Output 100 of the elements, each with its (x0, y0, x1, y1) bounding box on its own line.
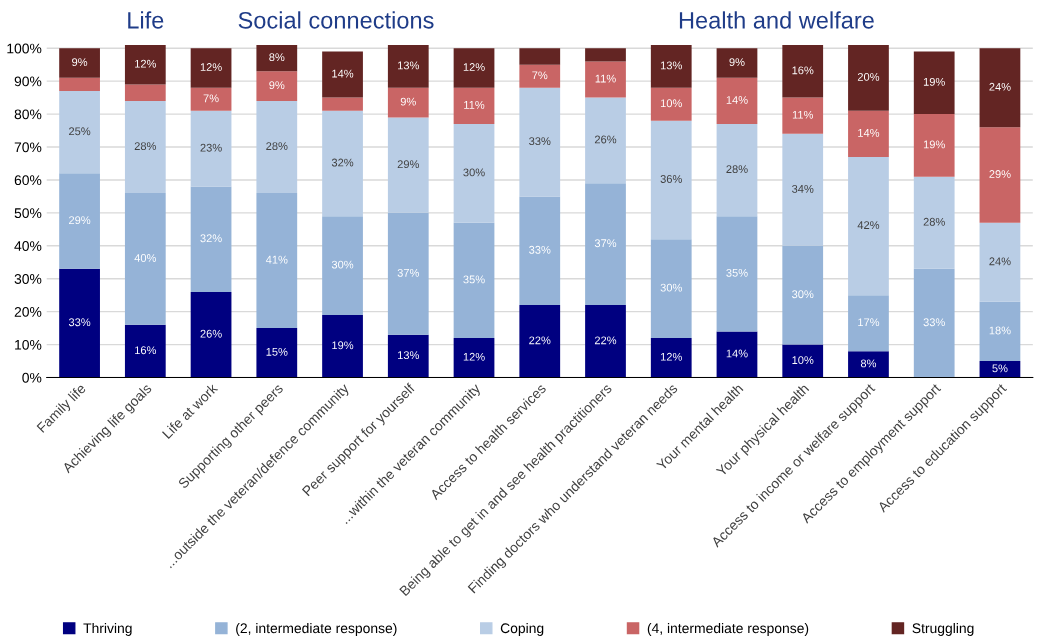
bar (256, 100, 298, 194)
data-label: 7% (532, 71, 548, 80)
data-label: 16% (135, 346, 157, 355)
data-label: 17% (858, 318, 880, 327)
y-tick-label: 60% (14, 175, 42, 186)
bar (848, 295, 889, 352)
bar (59, 77, 100, 92)
data-label: 30% (660, 283, 682, 292)
bar (453, 87, 495, 124)
data-label: 34% (792, 184, 814, 193)
bar (124, 44, 166, 85)
data-label: 14% (726, 96, 748, 104)
data-label: 35% (726, 268, 748, 277)
data-label: 22% (594, 336, 617, 345)
bar (585, 183, 626, 306)
bar (59, 268, 100, 378)
y-tick-label: 80% (14, 109, 42, 120)
data-label: 40% (134, 254, 157, 262)
data-label: 25% (69, 127, 91, 136)
bar (979, 127, 1021, 223)
bar (387, 87, 429, 118)
bar (848, 110, 889, 157)
bar (190, 48, 232, 88)
data-label: 9% (269, 81, 285, 90)
data-label: 37% (594, 239, 617, 248)
bar (453, 123, 495, 223)
bar (519, 196, 561, 306)
data-label: 33% (923, 318, 945, 327)
data-label: 9% (72, 58, 88, 67)
data-label: 9% (400, 97, 416, 106)
bar (387, 44, 429, 88)
data-label: 30% (331, 260, 354, 269)
legend-label: Coping (500, 622, 544, 636)
bar (519, 64, 561, 88)
y-tick-label: 90% (14, 76, 42, 87)
bar (848, 351, 889, 378)
bar (322, 314, 363, 378)
y-tick-label: 50% (14, 208, 42, 219)
data-label: 7% (203, 94, 219, 103)
y-tick-label: 10% (15, 339, 42, 350)
data-label: 12% (660, 352, 682, 361)
data-label: 11% (595, 74, 616, 83)
bar (716, 331, 758, 378)
bar (387, 212, 429, 335)
data-label: 10% (660, 99, 682, 108)
bar (782, 44, 824, 98)
bar (519, 305, 561, 378)
bar (913, 176, 955, 269)
data-label: 28% (923, 217, 945, 226)
bar (256, 71, 298, 101)
bar (585, 97, 626, 184)
data-label: 19% (923, 77, 945, 86)
data-label: 12% (463, 352, 485, 361)
data-label: 28% (726, 165, 748, 174)
data-label: 33% (529, 137, 551, 146)
text: Health and welfare (679, 11, 874, 29)
bar (256, 328, 298, 378)
data-label: 41% (265, 255, 288, 264)
bar (979, 301, 1021, 362)
data-label: 33% (68, 318, 91, 327)
bar (979, 361, 1021, 378)
bar (650, 87, 692, 121)
bar (782, 245, 824, 345)
data-label: 36% (660, 175, 682, 183)
bar (716, 77, 758, 124)
data-label: 5% (992, 364, 1008, 373)
data-label: 8% (860, 359, 877, 368)
bar (190, 291, 232, 378)
bar (585, 61, 626, 98)
bar (913, 268, 955, 378)
bar (59, 173, 100, 269)
data-label: 24% (989, 82, 1011, 91)
legend-label: Thriving (83, 622, 132, 636)
bar (650, 44, 692, 88)
bar (848, 156, 889, 296)
data-label: 19% (923, 140, 945, 149)
bar (190, 87, 232, 111)
bar (979, 222, 1021, 302)
data-label: 8% (269, 53, 285, 62)
bar (585, 305, 626, 378)
bar (650, 337, 692, 378)
y-tick-label: 70% (14, 142, 42, 153)
bar (124, 324, 166, 378)
bar (59, 48, 100, 78)
bar (782, 97, 824, 134)
data-label: 20% (857, 72, 880, 81)
data-label: 37% (397, 268, 419, 277)
data-label: 14% (726, 349, 748, 358)
data-label: 12% (135, 59, 157, 68)
data-label: 24% (989, 257, 1011, 266)
data-label: 33% (529, 245, 551, 254)
bar (782, 344, 824, 378)
data-label: 12% (463, 63, 485, 71)
bar (913, 51, 955, 115)
bar (322, 216, 363, 315)
data-label: 13% (660, 61, 682, 70)
bar (650, 239, 692, 338)
data-label: 32% (331, 158, 354, 167)
bar (453, 222, 495, 338)
data-label: 14% (332, 69, 354, 78)
